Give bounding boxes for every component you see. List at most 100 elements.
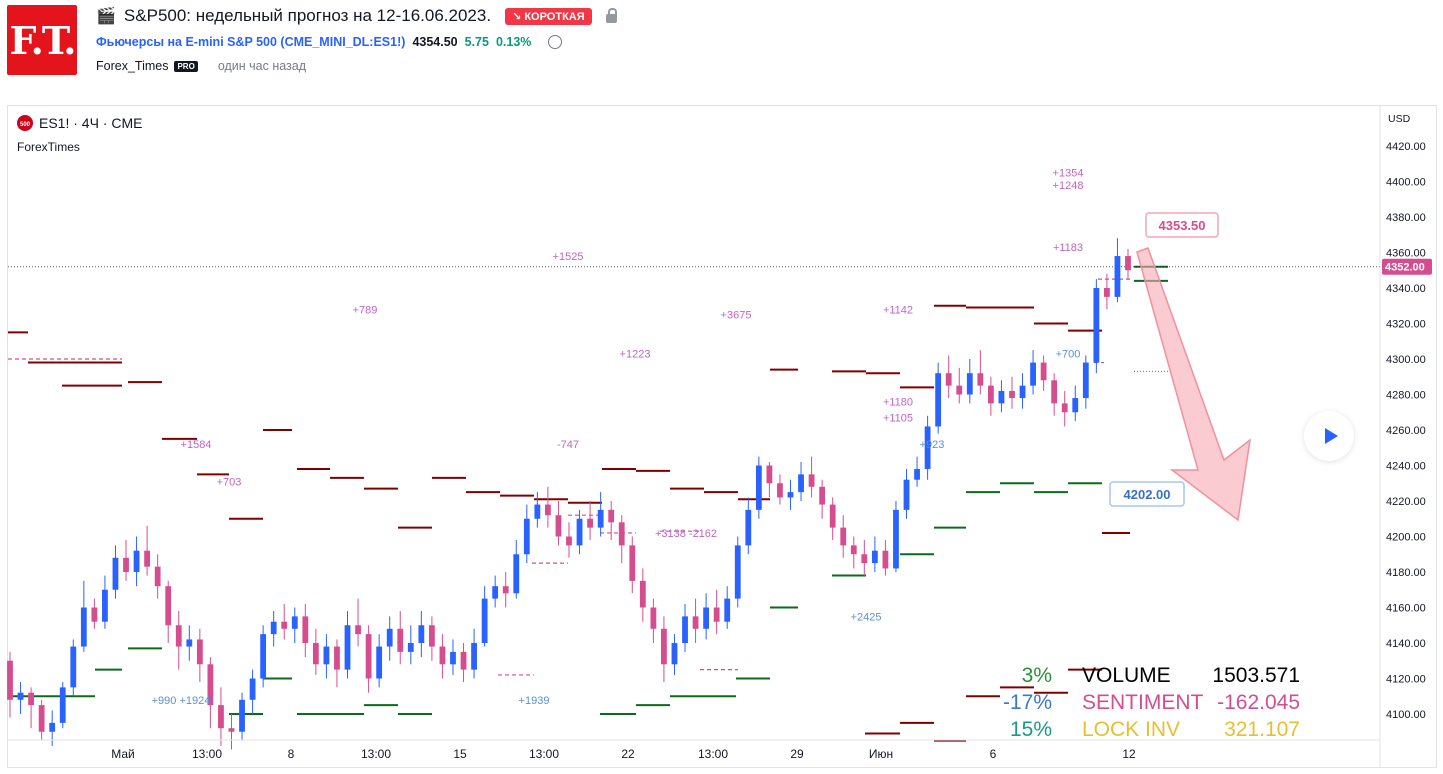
- candle-body: [1061, 403, 1068, 413]
- candle-body: [734, 545, 741, 599]
- candle-body: [133, 550, 140, 572]
- time-tick-label: Июн: [869, 747, 893, 761]
- volume-annotation: +1354: [1053, 168, 1084, 180]
- candle-body: [428, 625, 435, 647]
- candle-body: [7, 660, 13, 700]
- candle-body: [650, 607, 657, 629]
- candle-body: [819, 486, 826, 505]
- candle-body: [987, 385, 994, 404]
- candle-body: [861, 554, 868, 564]
- legend-symbol: ES1! · 4Ч · CME: [39, 115, 142, 131]
- candle-body: [629, 545, 636, 581]
- axis-currency: USD: [1388, 113, 1411, 125]
- ft-logo[interactable]: F.T.: [7, 5, 77, 75]
- candle-body: [956, 385, 963, 395]
- candle-body: [871, 550, 878, 564]
- time-tick-label: Май: [111, 747, 135, 761]
- candle-body: [312, 643, 319, 665]
- candle-body: [207, 664, 214, 706]
- candle-body: [755, 465, 762, 510]
- time-tick-label: 13:00: [698, 747, 728, 761]
- candle-body: [196, 639, 203, 665]
- price-tick-label: 4180.00: [1386, 567, 1426, 579]
- price-tick-label: 4280.00: [1386, 390, 1426, 402]
- volume-annotation: +1939: [519, 695, 550, 707]
- candle-body: [218, 705, 224, 729]
- price-tick-label: 4200.00: [1386, 532, 1426, 544]
- candle-body: [692, 616, 699, 629]
- time-tick-label: 15: [453, 747, 467, 761]
- candle-body: [766, 465, 773, 484]
- chart-frame[interactable]: [7, 105, 1437, 768]
- volume-annotation: -747: [557, 439, 579, 451]
- price-tick-label: 4120.00: [1386, 674, 1426, 686]
- candle-body: [903, 479, 910, 510]
- candle-body: [80, 607, 87, 647]
- candle-body: [102, 589, 108, 622]
- candle-body: [798, 474, 804, 493]
- candle-body: [1030, 362, 1036, 386]
- candle-body: [70, 646, 77, 688]
- symbol-logo-icon: [17, 115, 33, 131]
- callout-high-label: 4353.50: [1159, 218, 1206, 233]
- symbol-link[interactable]: Фьючерсы на E-mini S&P 500 (CME_MINI_DL:…: [96, 35, 406, 49]
- time-tick-label: 6: [990, 747, 997, 761]
- candle-body: [1114, 256, 1121, 297]
- candle-body: [576, 518, 583, 546]
- candle-body: [249, 678, 256, 700]
- candle-body: [28, 692, 34, 706]
- volume-annotation: +703: [217, 476, 242, 488]
- candle-body: [439, 646, 446, 665]
- candle-body: [1009, 390, 1015, 399]
- time-tick-label: 13:00: [361, 747, 391, 761]
- candle-body: [407, 643, 414, 652]
- candle-body: [281, 621, 288, 629]
- volume-annotation: +1223: [620, 349, 651, 361]
- candle-body: [260, 634, 267, 679]
- price-tick-label: 4380.00: [1386, 212, 1426, 224]
- alarm-clock-icon[interactable]: [548, 35, 563, 49]
- symbol-line: Фьючерсы на E-mini S&P 500 (CME_MINI_DL:…: [96, 35, 563, 49]
- candle-body: [671, 643, 678, 665]
- stat-label: VOLUME: [1082, 664, 1171, 687]
- candle-body: [618, 522, 625, 546]
- current-price-label: 4352.00: [1385, 262, 1425, 274]
- volume-annotation: +1248: [1053, 180, 1084, 192]
- candle-body: [945, 373, 952, 386]
- candle-body: [639, 580, 646, 608]
- volume-annotation: +1180: [883, 397, 913, 409]
- time-tick-label: 8: [288, 747, 295, 761]
- callout-low-label: 4202.00: [1124, 487, 1171, 502]
- candle-body: [38, 705, 45, 732]
- volume-annotation: +990 +1924: [152, 695, 211, 707]
- play-button[interactable]: [1304, 411, 1354, 461]
- candle-body: [703, 607, 710, 629]
- axes: USD 4100.00 4120.00 4140.00 4160.00 4180.00 42…: [8, 106, 1432, 767]
- candle-body: [523, 518, 530, 555]
- price-tick-label: 4100.00: [1386, 709, 1426, 721]
- candle-body: [154, 566, 161, 587]
- price-tick-label: 4420.00: [1386, 141, 1426, 153]
- volume-annotation: +700: [1056, 349, 1081, 361]
- price-tick-label: 4320.00: [1386, 319, 1426, 331]
- stat-label: LOCK INV: [1082, 718, 1180, 741]
- candle-body: [787, 492, 794, 498]
- candle-body: [661, 628, 667, 665]
- candle-body: [597, 509, 604, 528]
- author-name[interactable]: Forex_Times: [96, 59, 169, 73]
- candle-body: [228, 728, 235, 732]
- candle-body: [882, 550, 889, 569]
- time-tick-label: 12: [1122, 747, 1136, 761]
- candle-body: [1082, 362, 1089, 399]
- publish-time: один час назад: [217, 59, 307, 73]
- candle-body: [397, 628, 404, 652]
- level-lines: [8, 265, 1380, 742]
- candle-body: [270, 621, 277, 635]
- candle-body: [1104, 288, 1110, 297]
- candle-body: [587, 518, 593, 528]
- candle-body: [608, 509, 615, 523]
- candle-body: [1093, 288, 1100, 363]
- price-tick-label: 4400.00: [1386, 177, 1426, 189]
- candle-body: [460, 651, 467, 670]
